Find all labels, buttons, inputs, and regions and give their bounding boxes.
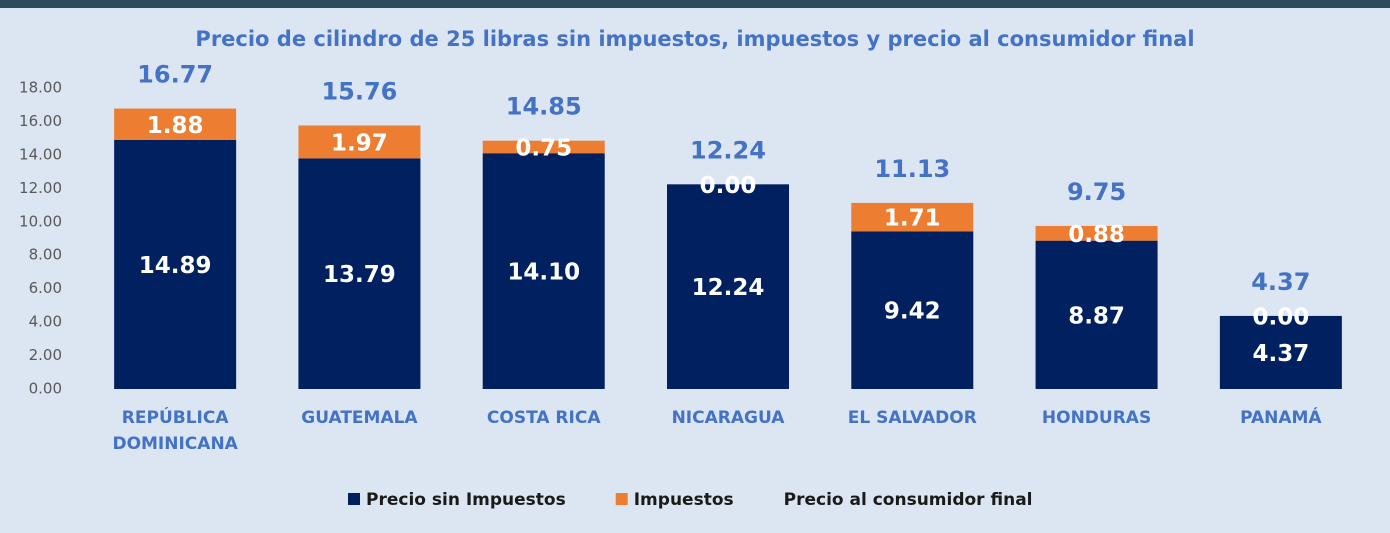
- legend-swatch: [615, 493, 628, 505]
- bar-segment: [114, 140, 237, 389]
- legend-swatch: [348, 493, 360, 505]
- y-tick-label: 12.00: [19, 179, 62, 197]
- value-label: 8.87: [1068, 303, 1125, 329]
- bar-segment: [851, 202, 974, 232]
- total-label: 15.76: [321, 77, 397, 105]
- bar-segment: [667, 184, 789, 389]
- value-label: 0.88: [1068, 222, 1125, 248]
- value-label: 1.88: [147, 113, 204, 139]
- y-tick-label: 16.00: [19, 112, 62, 130]
- total-label: 4.37: [1251, 268, 1310, 296]
- value-label: 1.97: [331, 130, 388, 156]
- y-tick-label: 6.00: [29, 279, 62, 297]
- chart-title: Precio de cilindro de 25 libras sin impu…: [195, 27, 1194, 51]
- bar-segment: [1035, 225, 1158, 241]
- y-tick-label: 18.00: [19, 79, 62, 97]
- total-label: 11.13: [874, 155, 950, 183]
- y-tick-label: 2.00: [29, 346, 62, 364]
- bar-segment: [851, 231, 974, 389]
- value-label: 1.71: [884, 206, 941, 232]
- total-label: 14.85: [506, 93, 582, 121]
- bar-segment: [298, 125, 421, 159]
- value-label: 0.00: [700, 173, 757, 199]
- x-tick-label: HONDURAS: [1041, 408, 1152, 428]
- bar-segment: [298, 158, 421, 389]
- x-tick-label: PANAMÁ: [1240, 408, 1322, 428]
- value-label: 0.00: [1252, 304, 1309, 330]
- y-tick-label: 0.00: [29, 380, 62, 398]
- y-tick-label: 4.00: [29, 313, 62, 331]
- y-tick-label: 10.00: [19, 212, 62, 230]
- total-label: 16.77: [137, 61, 213, 89]
- x-tick-label: REPÚBLICA DOMINICANA: [112, 408, 238, 454]
- legend-label: Impuestos: [634, 490, 734, 510]
- bar-segment: [482, 140, 605, 154]
- top-bar: [0, 0, 1390, 8]
- value-label: 14.10: [507, 260, 580, 286]
- bar-segment: [114, 108, 237, 141]
- x-tick-label: GUATEMALA: [301, 408, 418, 428]
- total-label: 12.24: [690, 136, 766, 164]
- x-tick-label: EL SALVADOR: [847, 408, 977, 428]
- bar-segment: [482, 153, 605, 389]
- y-tick-label: 8.00: [29, 246, 62, 264]
- x-tick-label: NICARAGUA: [671, 408, 785, 428]
- total-label: 9.75: [1067, 178, 1126, 206]
- bar-segment: [1035, 240, 1158, 389]
- value-label: 12.24: [692, 275, 765, 301]
- value-label: 4.37: [1252, 341, 1309, 367]
- value-label: 14.89: [139, 253, 212, 279]
- legend-label: Precio al consumidor final: [784, 490, 1033, 510]
- value-label: 9.42: [884, 299, 941, 325]
- y-tick-label: 14.00: [19, 145, 62, 163]
- x-tick-label: COSTA RICA: [486, 408, 601, 428]
- value-label: 0.75: [515, 135, 572, 161]
- value-label: 13.79: [323, 262, 396, 288]
- legend-label: Precio sin Impuestos: [366, 490, 566, 510]
- bar-segment: [1219, 315, 1342, 389]
